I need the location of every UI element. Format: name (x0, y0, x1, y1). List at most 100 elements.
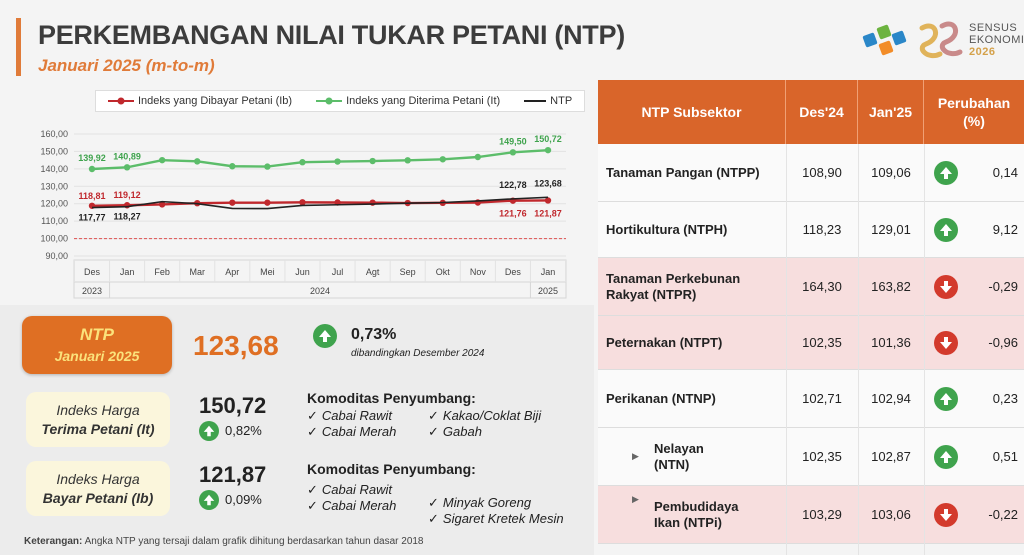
page-title: PERKEMBANGAN NILAI TUKAR PETANI (NTP) (38, 20, 625, 50)
down-arrow-icon (934, 502, 958, 527)
row-des: 102,35 (802, 449, 842, 464)
row-chg: -0,29 (988, 279, 1018, 294)
x-tick-label: Sep (400, 267, 416, 277)
row-jan: 103,06 (871, 507, 911, 522)
ntp-label-line1: NTP (80, 325, 114, 344)
data-point (88, 165, 96, 173)
x-tick-label: Jan (541, 267, 556, 277)
y-tick-label: 130,00 (40, 181, 68, 191)
up-arrow-icon (199, 490, 219, 510)
logos: SENSUS EKONOMI 2026 (854, 16, 1024, 66)
ib-komoditas-item: ✓ Minyak Goreng (428, 495, 532, 510)
data-label: 117,77 (78, 213, 105, 223)
data-label: 140,89 (113, 151, 141, 161)
up-arrow-icon (199, 421, 219, 441)
y-tick-label: 100,00 (40, 234, 68, 244)
data-point (264, 163, 271, 170)
ntp-comparison: dibandingkan Desember 2024 (351, 348, 485, 359)
y-tick-label: 150,00 (40, 146, 68, 156)
header-perubahan: Perubahan (%) (937, 95, 1011, 129)
data-point (439, 156, 446, 163)
legend-item-ntp: NTP (524, 95, 572, 107)
it-komoditas-item: ✓ Cabai Merah (307, 424, 397, 439)
ntp-label-box: NTP Januari 2025 (22, 316, 172, 374)
ib-komoditas-title: Komoditas Penyumbang: (307, 461, 476, 477)
x-year-label: 2025 (538, 286, 558, 296)
accent-bar (16, 18, 21, 76)
legend-label-it: Indeks yang Diterima Petani (It) (346, 95, 501, 107)
x-tick-label: Mei (260, 267, 275, 277)
row-chg: -0,22 (988, 507, 1018, 522)
data-label: 149,50 (499, 136, 527, 146)
ntp-subsektor-table: NTP Subsektor Des'24 Jan'25 Perubahan (%… (598, 80, 1024, 555)
x-tick-label: Feb (154, 267, 170, 277)
row-chg: 0,14 (992, 165, 1018, 180)
row-chg: -0,96 (988, 335, 1018, 350)
row-des: 102,71 (802, 391, 842, 406)
data-label: 123,68 (534, 178, 562, 188)
row-jan: 129,01 (871, 222, 911, 237)
legend-label-ib: Indeks yang Dibayar Petani (Ib) (138, 95, 293, 107)
ib-komoditas-item: ✓ Sigaret Kretek Mesin (428, 511, 564, 526)
x-year-label: 2023 (82, 286, 102, 296)
x-tick-label: Des (84, 267, 101, 277)
footnote: Keterangan: Angka NTP yang tersaji dalam… (24, 536, 424, 547)
row-name: Pembudidaya Ikan (NTPi) (654, 498, 739, 530)
data-point (229, 199, 236, 206)
data-point (544, 146, 552, 154)
data-label: 121,76 (499, 209, 527, 219)
col-divider (858, 144, 859, 555)
row-name: Tanaman Pangan (NTPP) (606, 164, 760, 180)
table-row: Hortikultura (NTPH) 118,23 129,01 9,12 (598, 202, 1024, 258)
row-name: Hortikultura (NTPH) (606, 221, 728, 237)
ntp-line-chart: Indeks yang Dibayar Petani (Ib) Indeks y… (30, 86, 585, 301)
ib-komoditas-text: Minyak Goreng (442, 495, 532, 510)
footnote-label: Keterangan: (24, 536, 83, 547)
up-arrow-icon (934, 217, 958, 242)
ib-komoditas-item: ✓ Cabai Rawit (307, 482, 392, 497)
row-name: Perikanan (NTNP) (606, 390, 716, 406)
up-arrow-icon (934, 160, 958, 185)
up-arrow-icon (934, 444, 958, 469)
it-komoditas-text: Kakao/Coklat Biji (442, 408, 542, 423)
col-divider (924, 144, 925, 555)
x-tick-label: Apr (225, 267, 239, 277)
table-row: ▶ Pembudidaya Ikan (NTPi) 103,29 103,06 … (598, 486, 1024, 544)
x-year-label: 2024 (310, 286, 330, 296)
sensus-ekonomi-logo-icon (919, 21, 963, 59)
row-name: Peternakan (NTPT) (606, 334, 723, 350)
data-label: 118,27 (114, 212, 141, 222)
row-name: Nelayan (NTN) (654, 440, 704, 472)
legend-swatch-ntp (524, 100, 547, 102)
ib-komoditas-text: Cabai Rawit (321, 482, 392, 497)
x-tick-label: Jul (332, 267, 344, 277)
data-point (123, 164, 131, 171)
data-point (334, 158, 341, 165)
row-jan: 102,94 (871, 391, 911, 406)
y-tick-label: 120,00 (40, 199, 68, 209)
data-point (299, 159, 306, 166)
ib-label-line2: Bayar Petani (Ib) (42, 490, 154, 506)
data-point (544, 197, 552, 204)
legend-swatch-it (316, 97, 343, 105)
series-line-2 (91, 196, 549, 210)
legend-swatch-ib (108, 97, 134, 105)
it-value: 150,72 (199, 393, 267, 418)
x-tick-label: Okt (436, 267, 451, 277)
x-tick-label: Nov (470, 267, 487, 277)
data-point (158, 201, 166, 208)
it-komoditas-item: ✓ Kakao/Coklat Biji (428, 408, 542, 423)
bps-logo-icon (862, 24, 907, 56)
table-row: Tanaman Pangan (NTPP) 108,90 109,06 0,14 (598, 144, 1024, 202)
data-label: 121,87 (534, 208, 562, 218)
row-jan: 102,87 (871, 449, 911, 464)
ntp-change-pct: 0,73% (351, 326, 397, 343)
y-tick-label: 140,00 (40, 164, 68, 174)
it-change: 0,82% (199, 421, 262, 441)
data-label: 118,81 (78, 191, 105, 201)
ib-change: 0,09% (199, 490, 262, 510)
data-point (264, 199, 271, 206)
ib-komoditas-text: Sigaret Kretek Mesin (442, 511, 564, 526)
table-header: NTP Subsektor Des'24 Jan'25 Perubahan (%… (598, 80, 1024, 144)
it-change-pct: 0,82% (225, 423, 262, 438)
